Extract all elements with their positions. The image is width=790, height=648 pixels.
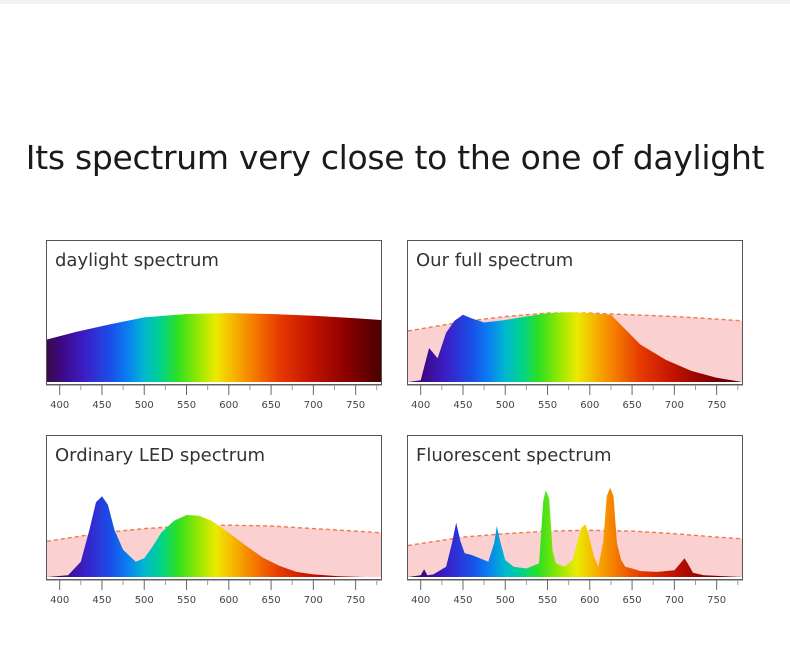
x-tick-label: 500 [135,400,154,411]
x-tick-label: 400 [411,595,430,606]
panel-title: Our full spectrum [416,250,574,271]
x-tick-label: 700 [304,595,323,606]
spectrum-chart: 400 450 500 550 600 650 700 750 [46,313,382,411]
x-tick-label: 550 [177,400,196,411]
x-tick-label: 450 [92,595,111,606]
x-tick-label: 650 [262,595,281,606]
x-tick-label: 750 [707,400,726,411]
panel-title: Ordinary LED spectrum [55,445,266,466]
x-tick-label: 400 [50,400,69,411]
x-tick-label: 550 [538,595,557,606]
x-tick-label: 750 [707,595,726,606]
x-tick-label: 450 [92,400,111,411]
x-tick-label: 550 [538,400,557,411]
x-tick-label: 450 [453,400,472,411]
x-tick-label: 600 [580,400,599,411]
spectrum-chart: 400 450 500 550 600 650 700 750 [407,487,743,606]
x-tick-label: 750 [346,400,365,411]
x-tick-label: 600 [219,595,238,606]
x-tick-label: 600 [219,400,238,411]
x-tick-label: 550 [177,595,196,606]
x-tick-label: 750 [346,595,365,606]
page-title: Its spectrum very close to the one of da… [25,138,765,177]
daylight-reference-line [407,529,743,547]
spectrum-chart: 400 450 500 550 600 650 700 750 [46,496,382,606]
x-tick-label: 450 [453,595,472,606]
panel-title: Fluorescent spectrum [416,445,612,466]
x-tick-label: 650 [623,595,642,606]
x-tick-label: 650 [262,400,281,411]
x-tick-label: 400 [50,595,69,606]
top-divider [0,0,790,4]
daylight-spectrum-area [47,313,381,382]
x-tick-label: 700 [304,400,323,411]
x-tick-label: 400 [411,400,430,411]
x-tick-label: 500 [496,595,515,606]
panel-title: daylight spectrum [55,250,219,271]
x-tick-label: 600 [580,595,599,606]
x-tick-label: 500 [135,595,154,606]
spectrum-chart: 400 450 500 550 600 650 700 750 [407,312,743,411]
daylight-reference-line [46,524,382,542]
spectrum-area [408,487,742,577]
x-tick-label: 500 [496,400,515,411]
spectrum-area [47,496,381,577]
x-tick-label: 700 [665,400,684,411]
x-tick-label: 650 [623,400,642,411]
x-tick-label: 700 [665,595,684,606]
spectrum-area [408,312,742,382]
